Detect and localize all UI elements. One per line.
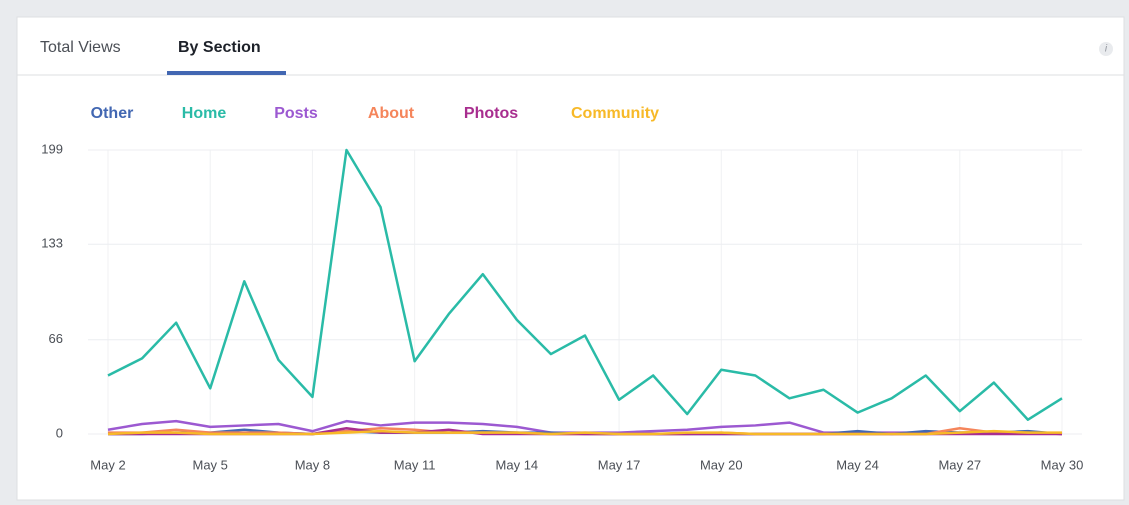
- info-icon-label[interactable]: i: [1105, 44, 1108, 55]
- info-icon[interactable]: [1099, 42, 1113, 56]
- legend-entry: Posts: [274, 105, 318, 122]
- x-tick-label: May 5: [193, 457, 228, 472]
- y-tick-label: 0: [56, 425, 63, 440]
- x-tick-label: May 30: [1041, 457, 1084, 472]
- x-tick-label: May 27: [938, 457, 981, 472]
- x-tick-label: May 24: [836, 457, 879, 472]
- series-line: [107, 148, 1063, 421]
- legend-entry: Other: [91, 105, 134, 122]
- legend-entry: Photos: [464, 105, 518, 122]
- tab-selected[interactable]: By Section: [178, 39, 261, 56]
- x-tick-label: May 8: [295, 457, 330, 472]
- series-line: [107, 429, 1062, 436]
- tab[interactable]: Total Views: [40, 39, 121, 56]
- tab-underline: [167, 71, 286, 75]
- legend-entry: About: [368, 105, 415, 122]
- card: [16, 16, 1125, 501]
- x-tick-label: May 20: [700, 457, 743, 472]
- y-tick-label: 133: [41, 236, 63, 251]
- y-tick-label: 66: [49, 331, 63, 346]
- x-tick-label: May 14: [496, 457, 539, 472]
- legend-entry: Home: [182, 105, 227, 122]
- x-tick-label: May 17: [598, 457, 641, 472]
- x-tick-label: May 11: [394, 457, 436, 472]
- legend-entry: Community: [571, 105, 659, 122]
- y-tick-label: 199: [41, 141, 63, 156]
- x-tick-label: May 2: [90, 457, 125, 472]
